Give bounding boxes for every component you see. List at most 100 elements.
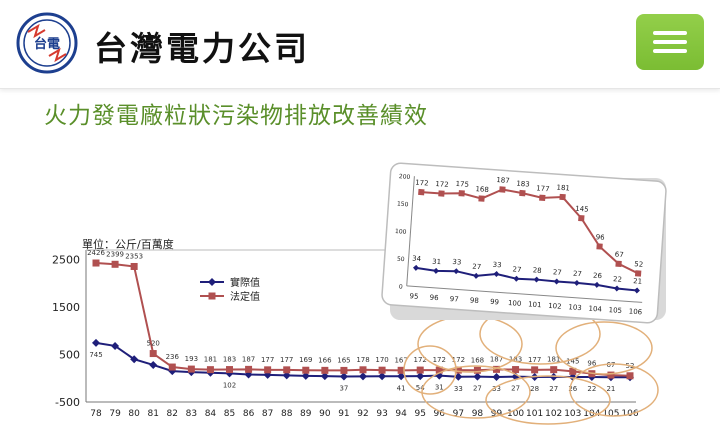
inset-data-point bbox=[539, 194, 546, 202]
inset-card bbox=[381, 162, 667, 324]
data-label: 37 bbox=[339, 384, 348, 392]
hamburger-line bbox=[653, 49, 687, 53]
legend-label: 實際值 bbox=[230, 276, 260, 289]
inset-data-point bbox=[553, 278, 560, 285]
data-label: 2426 bbox=[87, 249, 105, 257]
inset-data-label: 187 bbox=[496, 176, 510, 185]
data-label: 67 bbox=[606, 361, 615, 369]
data-label: 2353 bbox=[125, 252, 143, 260]
inset-x-tick-label: 97 bbox=[450, 295, 459, 304]
inset-data-point bbox=[633, 287, 640, 294]
data-point bbox=[283, 366, 291, 374]
data-point bbox=[359, 366, 367, 374]
inset-data-label: 34 bbox=[412, 255, 422, 264]
data-point bbox=[320, 372, 329, 381]
inset-data-label: 31 bbox=[432, 258, 441, 267]
inset-y-tick-label: 100 bbox=[395, 228, 407, 236]
data-point bbox=[130, 262, 138, 270]
cloud-outline bbox=[569, 363, 659, 417]
x-tick-label: 89 bbox=[300, 409, 312, 419]
inset-data-point bbox=[493, 271, 500, 277]
inset-data-point bbox=[613, 285, 620, 292]
data-point bbox=[187, 365, 195, 373]
data-point bbox=[454, 366, 462, 374]
inset-data-point bbox=[596, 243, 603, 250]
brand-name[interactable]: 台灣電力公司 bbox=[94, 29, 310, 68]
data-label: 27 bbox=[473, 385, 482, 393]
inset-data-point bbox=[559, 193, 566, 201]
data-point bbox=[359, 372, 367, 381]
data-point bbox=[512, 366, 520, 374]
inset-data-point bbox=[615, 260, 622, 268]
unit-label: 單位：公斤/百萬度 bbox=[82, 237, 174, 251]
data-point bbox=[301, 371, 310, 380]
inset-data-label: 172 bbox=[415, 179, 429, 188]
inset-x-axis bbox=[406, 285, 643, 303]
data-point bbox=[416, 372, 425, 381]
data-label: 21 bbox=[606, 385, 615, 393]
menu-button[interactable] bbox=[636, 14, 704, 70]
data-point bbox=[493, 365, 500, 373]
inset-data-point bbox=[453, 268, 460, 275]
data-label: 183 bbox=[223, 356, 236, 364]
inset-y-tick-label: 0 bbox=[399, 283, 403, 290]
x-tick-label: 84 bbox=[205, 409, 217, 419]
data-point bbox=[378, 366, 386, 374]
inset-y-axis bbox=[406, 176, 415, 286]
data-point bbox=[473, 372, 482, 381]
data-point bbox=[339, 372, 348, 381]
x-tick-label: 98 bbox=[472, 409, 484, 419]
data-label: 167 bbox=[394, 356, 407, 364]
inset-plot: 200 150 100 50 0 95 96 97 98 99 100 101 102 103 104 105… bbox=[395, 173, 644, 316]
data-label: 27 bbox=[549, 385, 558, 393]
y-tick-label: 2500 bbox=[52, 254, 80, 267]
data-point bbox=[168, 363, 176, 371]
inset-data-label: 21 bbox=[633, 277, 642, 286]
inset-data-label: 52 bbox=[634, 260, 643, 269]
inset-x-tick-label: 106 bbox=[629, 307, 643, 316]
inset-data-point bbox=[519, 189, 526, 197]
data-point bbox=[435, 366, 443, 374]
x-tick-label: 103 bbox=[564, 409, 581, 419]
data-label: 165 bbox=[337, 356, 350, 364]
cloud-outline bbox=[485, 375, 611, 425]
data-point bbox=[92, 259, 100, 267]
cloud-outline bbox=[403, 345, 457, 395]
inset-data-label: 175 bbox=[455, 180, 469, 189]
data-point bbox=[92, 338, 100, 347]
x-tick-label: 96 bbox=[434, 409, 446, 419]
inset-series-line bbox=[421, 188, 639, 275]
cloud-outline bbox=[421, 365, 531, 419]
x-tick-label: 94 bbox=[395, 409, 407, 419]
data-point bbox=[321, 366, 329, 374]
data-point bbox=[549, 372, 558, 381]
legend-marker bbox=[208, 292, 216, 300]
data-point bbox=[282, 371, 291, 380]
inset-data-label: 26 bbox=[593, 272, 603, 281]
data-label: 177 bbox=[280, 356, 293, 364]
data-point bbox=[473, 366, 481, 374]
taipower-logo-icon[interactable]: 台電 bbox=[16, 12, 78, 74]
inset-data-label: 145 bbox=[575, 205, 589, 214]
inset-data-point bbox=[513, 275, 520, 282]
x-tick-label: 82 bbox=[167, 409, 178, 419]
logo-text: 台電 bbox=[34, 36, 60, 52]
inset-data-label: 67 bbox=[614, 251, 623, 260]
inset-data-label: 27 bbox=[573, 270, 582, 279]
x-tick-label: 102 bbox=[545, 409, 562, 419]
data-label: 145 bbox=[566, 357, 579, 365]
data-point bbox=[149, 350, 157, 358]
data-label: 169 bbox=[299, 356, 312, 364]
inset-data-label: 96 bbox=[595, 233, 605, 242]
data-label: 168 bbox=[471, 356, 484, 364]
inset-x-tick-label: 101 bbox=[528, 300, 542, 309]
data-label: 172 bbox=[433, 356, 446, 364]
x-tick-label: 86 bbox=[243, 409, 255, 419]
x-tick-label: 78 bbox=[90, 409, 102, 419]
x-tick-label: 85 bbox=[224, 409, 235, 419]
y-tick-label: 500 bbox=[59, 349, 80, 362]
data-label: 187 bbox=[490, 355, 503, 363]
page-title: 火力發電廠粒狀污染物排放改善績效 bbox=[44, 103, 428, 129]
x-tick-label: 91 bbox=[338, 409, 349, 419]
